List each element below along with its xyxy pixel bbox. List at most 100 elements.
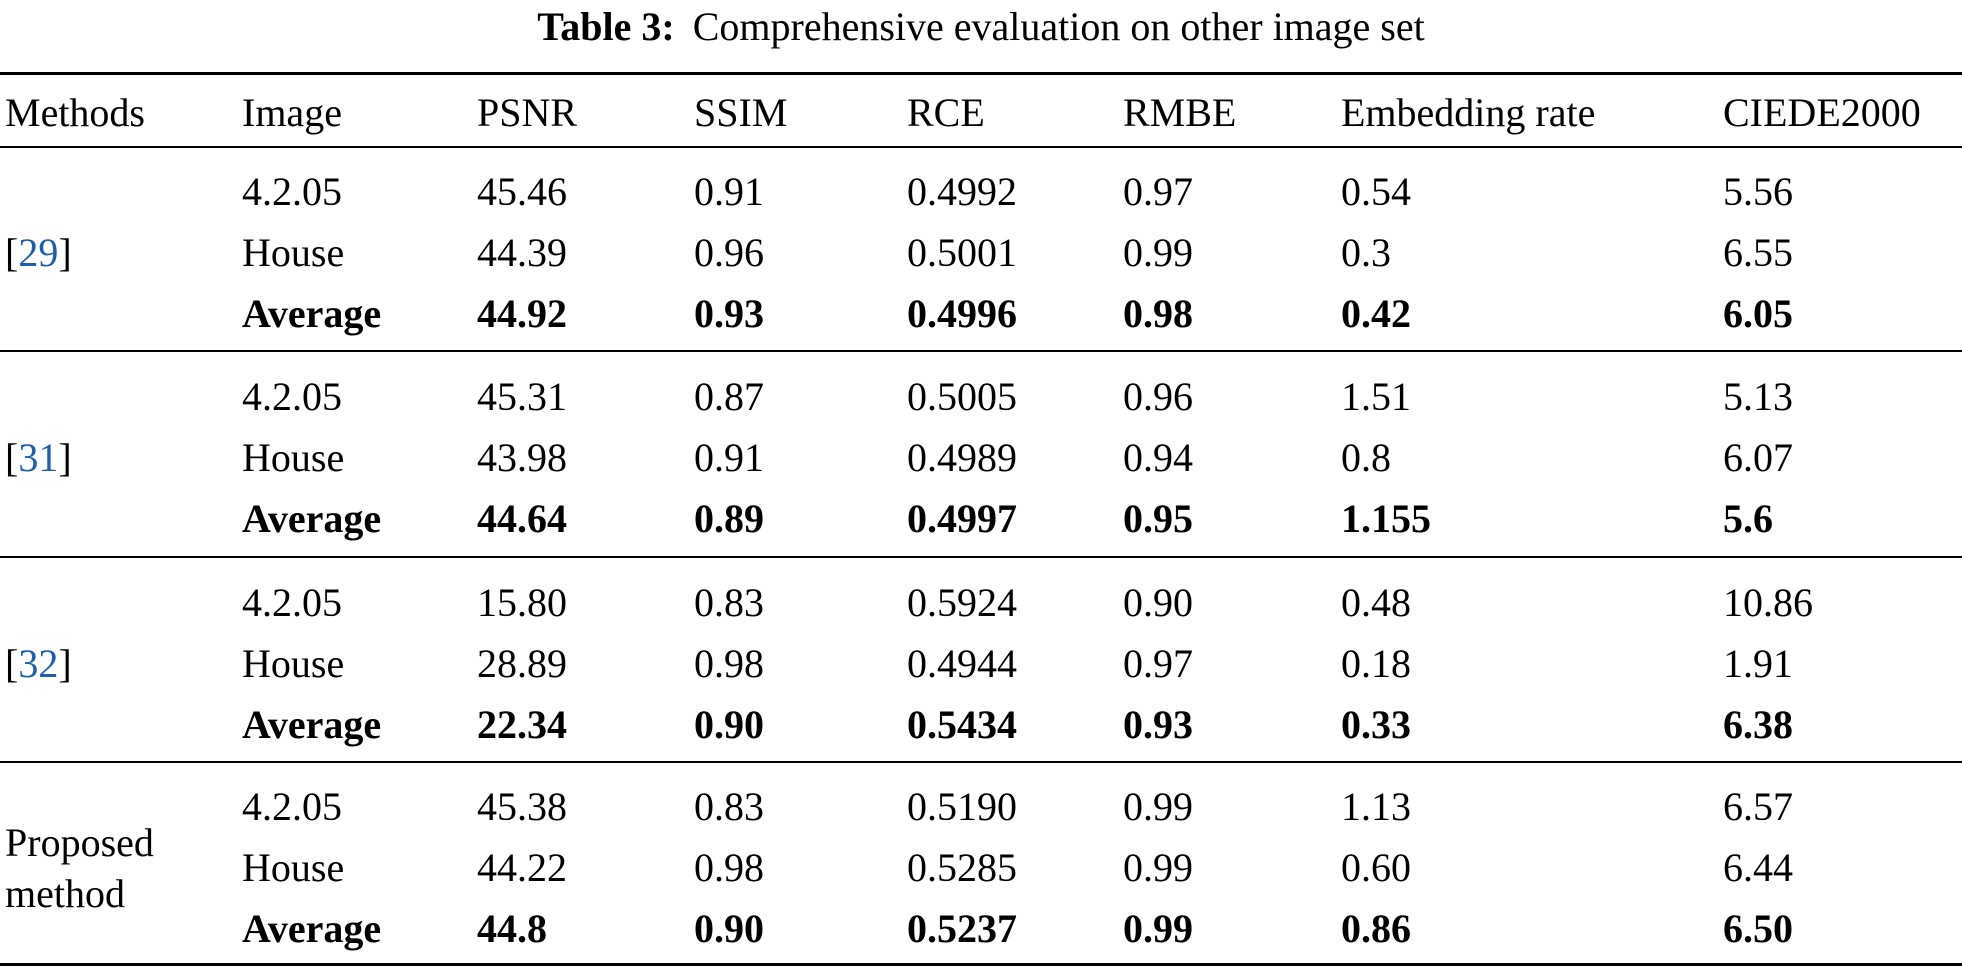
header-rule: [0, 146, 1962, 148]
cell-rmbe: 0.98: [1123, 291, 1193, 336]
cell-ssim: 0.98: [694, 641, 764, 686]
cell-rmbe: 0.99: [1123, 845, 1193, 890]
method-group: Proposed method 4.2.05 45.38 0.83 0.5190…: [0, 776, 1962, 959]
cell-ssim: 0.83: [694, 784, 764, 829]
cell-image: House: [242, 641, 345, 686]
cell-embedding-rate: 0.48: [1341, 580, 1411, 625]
table-row: 4.2.05 45.46 0.91 0.4992 0.97 0.54 5.56: [0, 161, 1962, 222]
cell-embedding-rate: 0.54: [1341, 169, 1411, 214]
cell-psnr: 15.80: [477, 580, 567, 625]
cell-ciede2000: 6.57: [1723, 784, 1793, 829]
bracket-open: [: [5, 230, 19, 275]
cell-ssim: 0.90: [694, 702, 764, 747]
cell-ssim: 0.90: [694, 906, 764, 951]
cell-rce: 0.5005: [907, 374, 1017, 419]
cell-rce: 0.4992: [907, 169, 1017, 214]
reference-link[interactable]: 29: [18, 230, 59, 275]
header-psnr: PSNR: [477, 90, 578, 135]
cell-ciede2000: 6.05: [1723, 291, 1793, 336]
method-label: Proposed method: [5, 776, 154, 959]
header-ssim: SSIM: [694, 90, 788, 135]
table-row-average: Average 44.92 0.93 0.4996 0.98 0.42 6.05: [0, 283, 1962, 344]
cell-ciede2000: 6.55: [1723, 230, 1793, 275]
cell-embedding-rate: 1.13: [1341, 784, 1411, 829]
cell-embedding-rate: 0.3: [1341, 230, 1391, 275]
caption-label: Table 3:: [537, 3, 675, 49]
cell-ciede2000: 5.6: [1723, 496, 1773, 541]
method-group: [29] 4.2.05 45.46 0.91 0.4992 0.97 0.54 …: [0, 161, 1962, 344]
table-row: 4.2.05 15.80 0.83 0.5924 0.90 0.48 10.86: [0, 572, 1962, 633]
cell-rce: 0.5924: [907, 580, 1017, 625]
group-rule: [0, 761, 1962, 763]
cell-rmbe: 0.97: [1123, 169, 1193, 214]
bracket-close: ]: [58, 641, 72, 686]
cell-rce: 0.5285: [907, 845, 1017, 890]
cell-embedding-rate: 0.33: [1341, 702, 1411, 747]
method-group: [31] 4.2.05 45.31 0.87 0.5005 0.96 1.51 …: [0, 366, 1962, 549]
bracket-open: [: [5, 641, 19, 686]
cell-psnr: 44.92: [477, 291, 567, 336]
cell-image: Average: [242, 291, 382, 336]
method-label-line2: method: [5, 870, 125, 916]
cell-psnr: 45.38: [477, 784, 567, 829]
cell-image: Average: [242, 496, 382, 541]
header-embedding-rate: Embedding rate: [1341, 90, 1596, 135]
table-row-average: Average 44.64 0.89 0.4997 0.95 1.155 5.6: [0, 488, 1962, 549]
header-rce: RCE: [907, 90, 985, 135]
cell-rmbe: 0.99: [1123, 906, 1193, 951]
cell-embedding-rate: 0.8: [1341, 435, 1391, 480]
cell-image: Average: [242, 906, 382, 951]
reference-link[interactable]: 32: [18, 641, 59, 686]
table-row: House 43.98 0.91 0.4989 0.94 0.8 6.07: [0, 427, 1962, 488]
cell-ciede2000: 6.50: [1723, 906, 1793, 951]
cell-ssim: 0.98: [694, 845, 764, 890]
cell-ciede2000: 1.91: [1723, 641, 1793, 686]
cell-psnr: 44.8: [477, 906, 547, 951]
cell-ciede2000: 6.38: [1723, 702, 1793, 747]
cell-psnr: 45.31: [477, 374, 567, 419]
cell-psnr: 45.46: [477, 169, 567, 214]
method-label: [29]: [5, 161, 72, 344]
header-image: Image: [242, 90, 342, 135]
cell-rce: 0.5190: [907, 784, 1017, 829]
table-row-average: Average 44.8 0.90 0.5237 0.99 0.86 6.50: [0, 898, 1962, 959]
method-group: [32] 4.2.05 15.80 0.83 0.5924 0.90 0.48 …: [0, 572, 1962, 755]
table-caption: Table 3: Comprehensive evaluation on oth…: [0, 0, 1962, 52]
bottom-rule: [0, 963, 1962, 966]
cell-ciede2000: 10.86: [1723, 580, 1813, 625]
table-row-average: Average 22.34 0.90 0.5434 0.93 0.33 6.38: [0, 694, 1962, 755]
cell-image: 4.2.05: [242, 784, 342, 829]
cell-rce: 0.4996: [907, 291, 1017, 336]
cell-ciede2000: 6.44: [1723, 845, 1793, 890]
cell-embedding-rate: 0.18: [1341, 641, 1411, 686]
group-rule: [0, 350, 1962, 352]
cell-embedding-rate: 0.86: [1341, 906, 1411, 951]
cell-psnr: 44.22: [477, 845, 567, 890]
header-ciede2000: CIEDE2000: [1723, 90, 1921, 135]
cell-rce: 0.5001: [907, 230, 1017, 275]
table-row: 4.2.05 45.31 0.87 0.5005 0.96 1.51 5.13: [0, 366, 1962, 427]
bracket-close: ]: [58, 435, 72, 480]
cell-rmbe: 0.93: [1123, 702, 1193, 747]
top-rule: [0, 72, 1962, 75]
cell-rce: 0.4944: [907, 641, 1017, 686]
cell-ciede2000: 5.56: [1723, 169, 1793, 214]
cell-ssim: 0.96: [694, 230, 764, 275]
cell-ssim: 0.83: [694, 580, 764, 625]
cell-rmbe: 0.99: [1123, 230, 1193, 275]
cell-rmbe: 0.97: [1123, 641, 1193, 686]
cell-embedding-rate: 1.51: [1341, 374, 1411, 419]
cell-image: 4.2.05: [242, 580, 342, 625]
bracket-close: ]: [58, 230, 72, 275]
cell-ssim: 0.91: [694, 169, 764, 214]
table-row: House 44.22 0.98 0.5285 0.99 0.60 6.44: [0, 837, 1962, 898]
group-rule: [0, 556, 1962, 558]
cell-image: House: [242, 845, 345, 890]
table-row: House 44.39 0.96 0.5001 0.99 0.3 6.55: [0, 222, 1962, 283]
header-rmbe: RMBE: [1123, 90, 1237, 135]
cell-embedding-rate: 1.155: [1341, 496, 1431, 541]
reference-link[interactable]: 31: [18, 435, 59, 480]
bracket-open: [: [5, 435, 19, 480]
cell-embedding-rate: 0.42: [1341, 291, 1411, 336]
cell-image: 4.2.05: [242, 169, 342, 214]
